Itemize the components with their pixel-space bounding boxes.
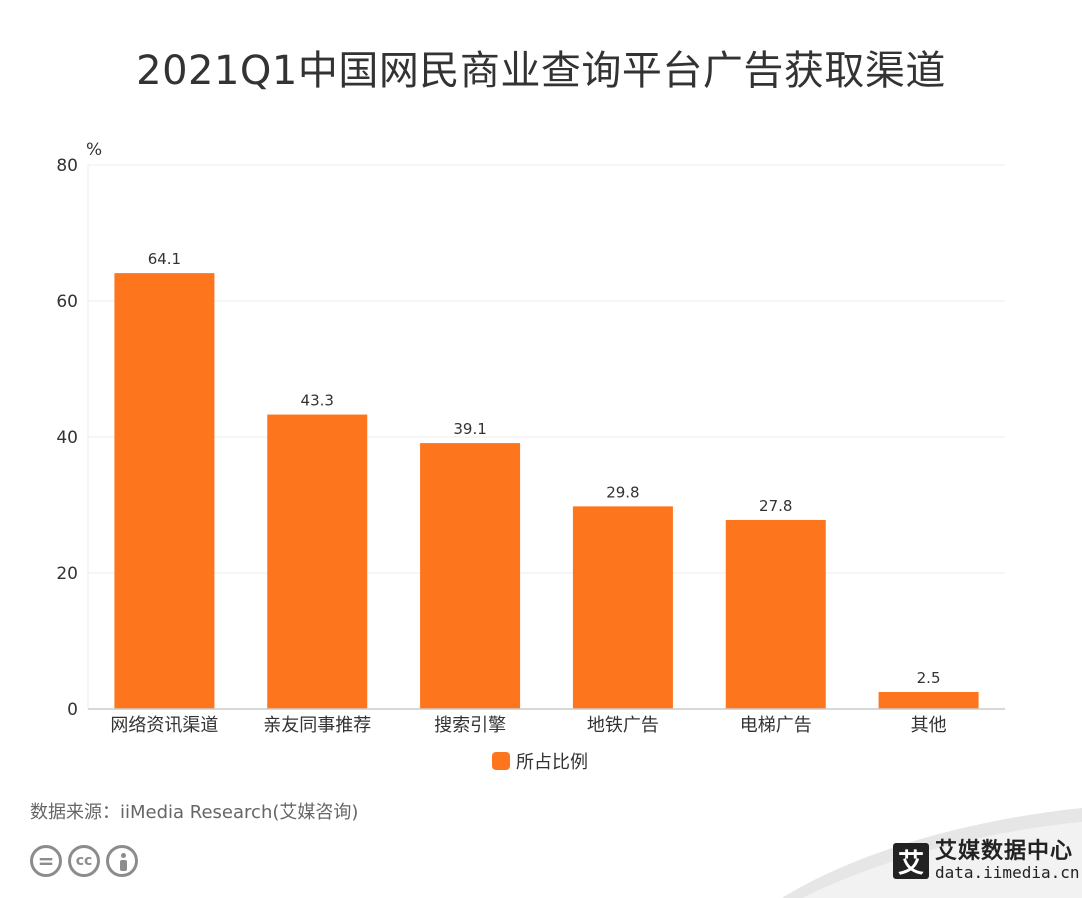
bar-chart: 0 20 40 60 80% 64.1 网络资讯渠道 43.3 亲友同事推荐 39.1 搜索引擎 29…: [56, 140, 1005, 773]
bar: [420, 443, 521, 709]
bar-value-label: 29.8: [606, 483, 639, 501]
cc-icon: cc: [68, 845, 100, 877]
y-tick-label: 0: [67, 700, 78, 720]
bar-value-label: 27.8: [759, 497, 792, 515]
license-icons: = cc: [30, 845, 138, 877]
bar: [725, 519, 826, 709]
bar-value-label: 2.5: [917, 669, 941, 687]
x-tick-label: 地铁广告: [587, 715, 659, 736]
y-tick-label: 60: [56, 292, 78, 312]
legend-label: 所占比例: [516, 752, 588, 773]
y-tick-label: 20: [56, 564, 78, 584]
by-icon: [106, 845, 138, 877]
x-tick-label: 搜索引擎: [434, 715, 506, 736]
y-tick-label: 80: [56, 156, 78, 176]
x-tick-label: 亲友同事推荐: [263, 715, 371, 736]
x-tick-label: 网络资讯渠道: [110, 715, 218, 736]
chart-title: 2021Q1中国网民商业查询平台广告获取渠道: [136, 48, 946, 94]
brand-block: 艾 艾媒数据中心 data.iimedia.cn: [893, 840, 1080, 882]
bar: [114, 273, 215, 709]
brand-logo: 艾: [893, 843, 929, 879]
bar-value-label: 43.3: [301, 392, 334, 410]
y-axis-unit: %: [86, 140, 102, 160]
data-source: 数据来源：iiMedia Research(艾媒咨询): [30, 802, 359, 823]
legend-swatch: [492, 752, 510, 770]
brand-url: data.iimedia.cn: [935, 863, 1080, 882]
brand-name: 艾媒数据中心: [935, 839, 1074, 864]
nd-icon: =: [30, 845, 62, 877]
footer-swoosh: [782, 808, 1082, 898]
bar-value-label: 39.1: [453, 420, 486, 438]
y-tick-label: 40: [56, 428, 78, 448]
x-tick-label: 电梯广告: [740, 715, 812, 736]
bar: [572, 506, 673, 709]
bar: [267, 414, 368, 709]
x-tick-label: 其他: [911, 715, 947, 736]
bar: [878, 692, 979, 709]
bar-value-label: 64.1: [148, 250, 181, 268]
